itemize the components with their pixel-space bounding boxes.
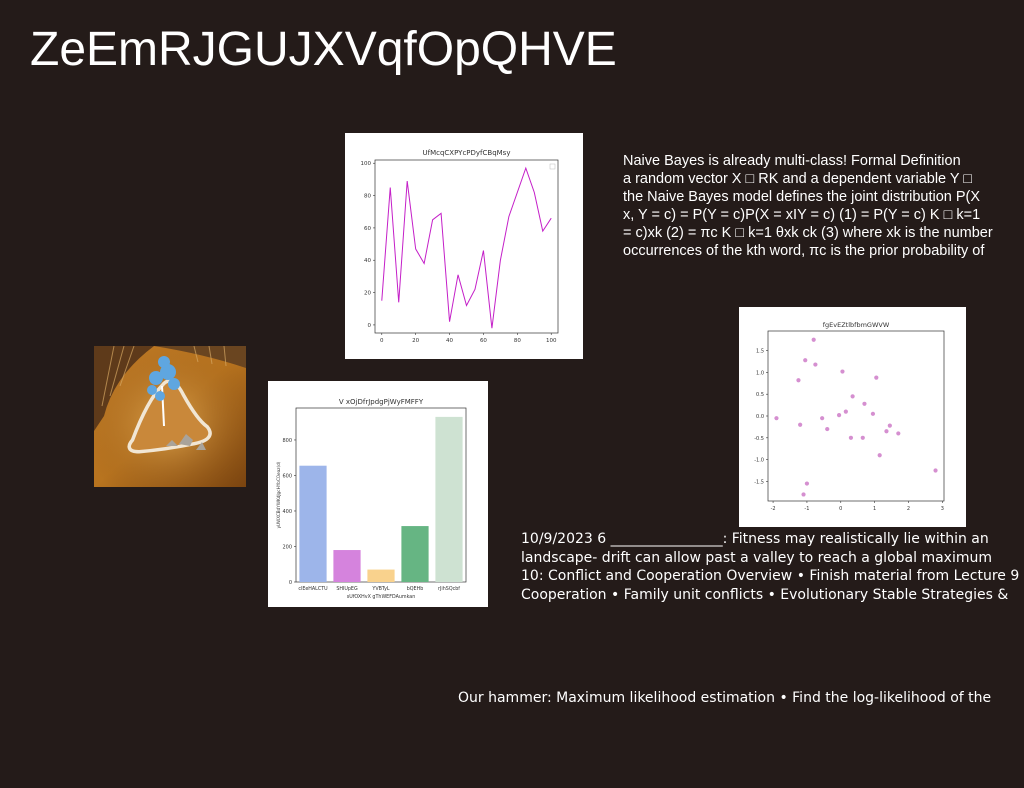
x-tick-label: 80	[514, 338, 521, 344]
x-tick-label: -1	[804, 506, 809, 512]
text-paragraph-fitness: 10/9/2023 6 ________________: Fitness ma…	[521, 531, 1020, 603]
x-tick-label: rJihSQcbf	[438, 586, 460, 592]
scatter-point	[887, 423, 892, 428]
plot-frame	[374, 159, 559, 334]
scatter-point	[933, 468, 938, 473]
y-tick-label: 40	[364, 258, 371, 264]
bar	[333, 550, 361, 582]
scatter-point	[843, 409, 848, 414]
plot-frame	[767, 330, 945, 502]
line-chart: UfMcqCXPYcPDyfCBqMsy 0 20 40 60 80 100 0 20 40 60 8…	[361, 149, 559, 344]
scatter-point	[840, 369, 845, 374]
scatter-point	[801, 492, 806, 497]
bar	[401, 526, 429, 582]
y-tick-label: 200	[282, 544, 292, 550]
bar-chart-panel: V xOjDfrJpdgPjWyFMFFY 0 200 400 600 800 clEeHA…	[268, 381, 488, 607]
y-tick-label: 0	[289, 580, 292, 586]
y-tick-label: 0	[368, 323, 372, 329]
x-tick-label: SHIUpEG	[336, 586, 358, 592]
scatter-point	[848, 435, 854, 440]
slide-title: ZeEmRJGUJXVqfOpQHVE	[30, 23, 617, 76]
x-tick-label: 1	[873, 506, 876, 512]
text-paragraph-naive-bayes: Naive Bayes is already multi-class! Form…	[623, 153, 993, 259]
scatter-chart: fgEvEZtlbfbmGWVW -1.5 -1.0 -0.5 0.0 0.5 1.0 1.5…	[754, 321, 945, 512]
line-chart-panel: UfMcqCXPYcPDyfCBqMsy 0 20 40 60 80 100 0 20 40 60 8…	[345, 133, 583, 359]
scatter-point	[884, 429, 889, 434]
x-tick-label: 40	[446, 338, 453, 344]
scatter-point	[774, 416, 779, 421]
scatter-point	[870, 411, 876, 416]
y-tick-label: 80	[364, 194, 371, 200]
scatter-point	[836, 413, 842, 418]
scatter-point	[796, 378, 801, 383]
scatter-point	[804, 481, 810, 486]
y-tick-label: 100	[361, 161, 372, 167]
x-tick-label: 3	[941, 506, 944, 512]
scatter-point	[877, 453, 882, 458]
x-tick-label: YVBTyL	[371, 586, 390, 592]
chart-title: V xOjDfrJpdgPjWyFMFFY	[339, 398, 424, 406]
y-tick-label: 1.0	[756, 370, 764, 376]
x-tick-label: 2	[907, 506, 910, 512]
y-tick-label: 60	[364, 226, 371, 232]
y-tick-label: 1.5	[756, 349, 764, 355]
scatter-point	[874, 375, 879, 380]
scatter-point	[862, 401, 867, 406]
bar	[367, 569, 395, 582]
x-axis-label: sUfOXHvX gThWEFDAumkan	[347, 594, 416, 600]
bar	[299, 465, 327, 582]
x-tick-label: 0	[839, 506, 842, 512]
x-tick-label: -2	[771, 506, 776, 512]
scatter-point	[896, 431, 901, 436]
legend-box	[549, 163, 556, 170]
x-tick-label: bQEHb	[407, 586, 424, 592]
scatter-point	[825, 426, 830, 432]
chart-title: fgEvEZtlbfbmGWVW	[823, 321, 890, 329]
y-axis-label: yUWXCBdYWKdJgcHYbCOeaz(d)	[276, 461, 281, 528]
scatter-point	[813, 362, 818, 367]
terrarium-photo	[94, 346, 246, 487]
x-tick-label: 60	[480, 338, 487, 344]
line-series	[381, 166, 552, 329]
bar-chart: V xOjDfrJpdgPjWyFMFFY 0 200 400 600 800 clEeHA…	[276, 398, 467, 600]
y-tick-label: 0.0	[756, 414, 764, 420]
scatter-chart-panel: fgEvEZtlbfbmGWVW -1.5 -1.0 -0.5 0.0 0.5 1.0 1.5…	[739, 307, 966, 527]
y-tick-label: 400	[282, 509, 292, 515]
text-paragraph-hammer: Our hammer: Maximum likelihood estimatio…	[458, 690, 992, 706]
y-tick-label: -1.0	[754, 458, 764, 464]
scatter-point	[798, 422, 803, 427]
scatter-point	[811, 337, 816, 342]
x-tick-label: 20	[412, 338, 419, 344]
scatter-point	[850, 394, 855, 399]
chart-title: UfMcqCXPYcPDyfCBqMsy	[423, 149, 511, 157]
y-tick-label: 600	[282, 473, 292, 479]
x-tick-label: clEeHALCTU	[298, 586, 328, 592]
bar	[435, 416, 463, 582]
y-tick-label: -0.5	[754, 436, 764, 442]
scatter-point	[820, 416, 825, 421]
y-tick-label: 20	[364, 291, 371, 297]
y-tick-label: 800	[282, 438, 292, 444]
scatter-point	[860, 435, 865, 440]
y-tick-label: -1.5	[754, 479, 764, 485]
x-tick-label: 100	[546, 338, 557, 344]
scatter-point	[803, 358, 808, 363]
x-tick-label: 0	[380, 338, 384, 344]
y-tick-label: 0.5	[756, 392, 764, 398]
